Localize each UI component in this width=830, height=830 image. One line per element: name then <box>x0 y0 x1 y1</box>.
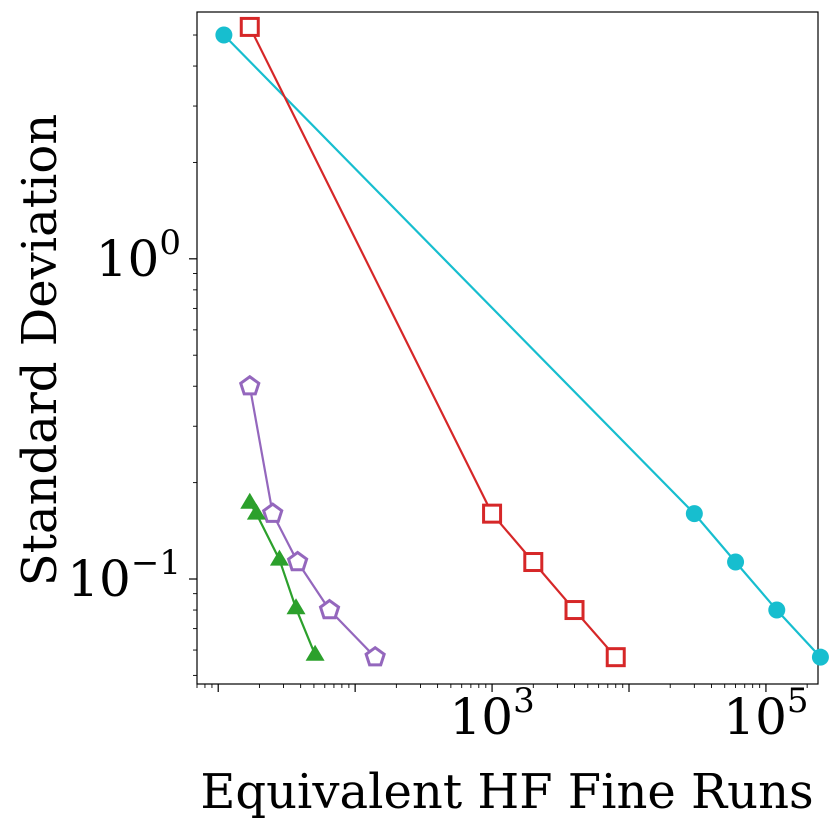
plot-frame <box>196 11 819 685</box>
data-point-circle <box>685 505 703 523</box>
x-axis-title: Equivalent HF Fine Runs <box>200 764 813 820</box>
data-point-square <box>605 647 626 668</box>
y-tick-label: 100 <box>96 223 181 288</box>
data-point-pentagon <box>318 598 341 620</box>
data-point-circle <box>215 26 233 44</box>
plot-area <box>196 11 819 685</box>
series-layer <box>215 16 829 668</box>
series-red-squares <box>239 16 626 668</box>
data-point-circle <box>727 553 745 571</box>
data-point-triangle <box>305 644 325 661</box>
data-point-pentagon <box>364 645 386 667</box>
data-point-square <box>523 552 544 573</box>
data-point-pentagon <box>261 502 284 523</box>
x-tick-label: 105 <box>723 681 808 746</box>
y-axis-ticks: 100 10−1 <box>67 34 197 676</box>
data-point-square <box>482 503 503 524</box>
y-tick-label: 10−1 <box>67 543 181 608</box>
series-purple-pentagons <box>238 374 386 667</box>
data-point-triangle <box>240 492 260 509</box>
data-point-pentagon <box>238 374 261 396</box>
x-axis-ticks: 103 105 <box>196 681 809 746</box>
data-point-pentagon <box>286 550 309 572</box>
data-point-triangle <box>286 598 306 615</box>
data-point-triangle <box>246 503 266 520</box>
series-cyan-circles <box>215 26 829 666</box>
y-axis-title: Standard Deviation <box>12 114 68 586</box>
data-point-triangle <box>269 549 289 566</box>
series-line <box>248 502 317 656</box>
data-point-circle <box>768 601 786 619</box>
data-point-square <box>564 600 585 621</box>
series-green-triangles <box>240 492 325 661</box>
x-tick-label: 103 <box>449 681 534 746</box>
data-point-circle <box>811 648 829 666</box>
data-point-square <box>239 16 260 37</box>
